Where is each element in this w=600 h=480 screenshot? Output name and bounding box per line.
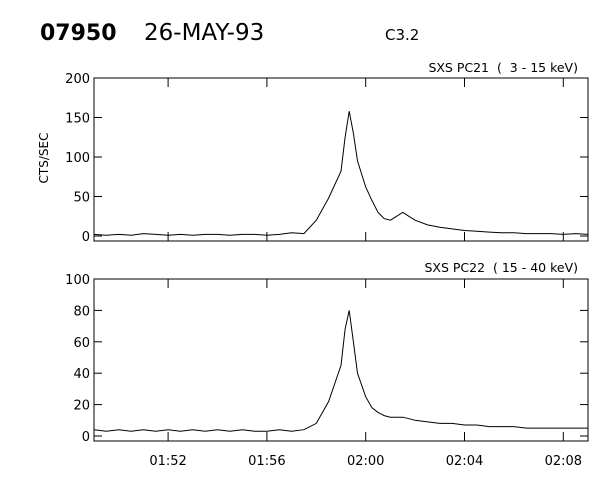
y-tick-label: 0 — [82, 230, 90, 245]
panel-pc22-series-line — [93, 310, 588, 432]
panel-pc21-series-line — [93, 111, 589, 236]
y-tick-label: 100 — [65, 151, 90, 166]
y-tick-label: 40 — [73, 367, 90, 382]
y-tick-label: 50 — [73, 191, 90, 206]
y-tick-label: 80 — [73, 304, 90, 319]
panel-pc22: SXS PC22 ( 15 - 40 keV) 0 20 40 60 80 100 01:5… — [65, 260, 589, 469]
y-tick-label: 200 — [65, 72, 90, 87]
panel-pc22-frame — [93, 278, 589, 442]
x-tick-label: 02:00 — [347, 454, 384, 469]
y-tick-label: 100 — [65, 273, 90, 288]
panel-pc22-title: SXS PC22 ( 15 - 40 keV) — [424, 260, 578, 275]
panel-pc22-ticks: 0 20 40 60 80 100 01:52 01:56 02:00 02:04 02:08 — [65, 273, 588, 469]
panel-pc21-title: SXS PC21 ( 3 - 15 keV) — [428, 60, 578, 75]
y-tick-label: 150 — [65, 112, 90, 127]
panel-pc21: SXS PC21 ( 3 - 15 keV) CTS/SEC 0 50 100 150… — [37, 60, 589, 245]
panel-pc21-ticks: 0 50 100 150 200 — [65, 72, 588, 245]
x-tick-label: 02:04 — [446, 454, 483, 469]
y-axis-label: CTS/SEC — [37, 133, 51, 184]
x-tick-label: 02:08 — [545, 454, 582, 469]
panel-pc21-frame — [93, 77, 589, 242]
event-date: 26-MAY-93 — [144, 20, 264, 46]
y-tick-label: 60 — [73, 336, 90, 351]
y-tick-label: 0 — [82, 430, 90, 445]
y-tick-label: 20 — [73, 399, 90, 414]
flare-class: C3.2 — [385, 26, 419, 44]
x-tick-label: 01:52 — [149, 454, 186, 469]
event-id: 07950 — [40, 21, 117, 46]
x-tick-label: 01:56 — [248, 454, 285, 469]
